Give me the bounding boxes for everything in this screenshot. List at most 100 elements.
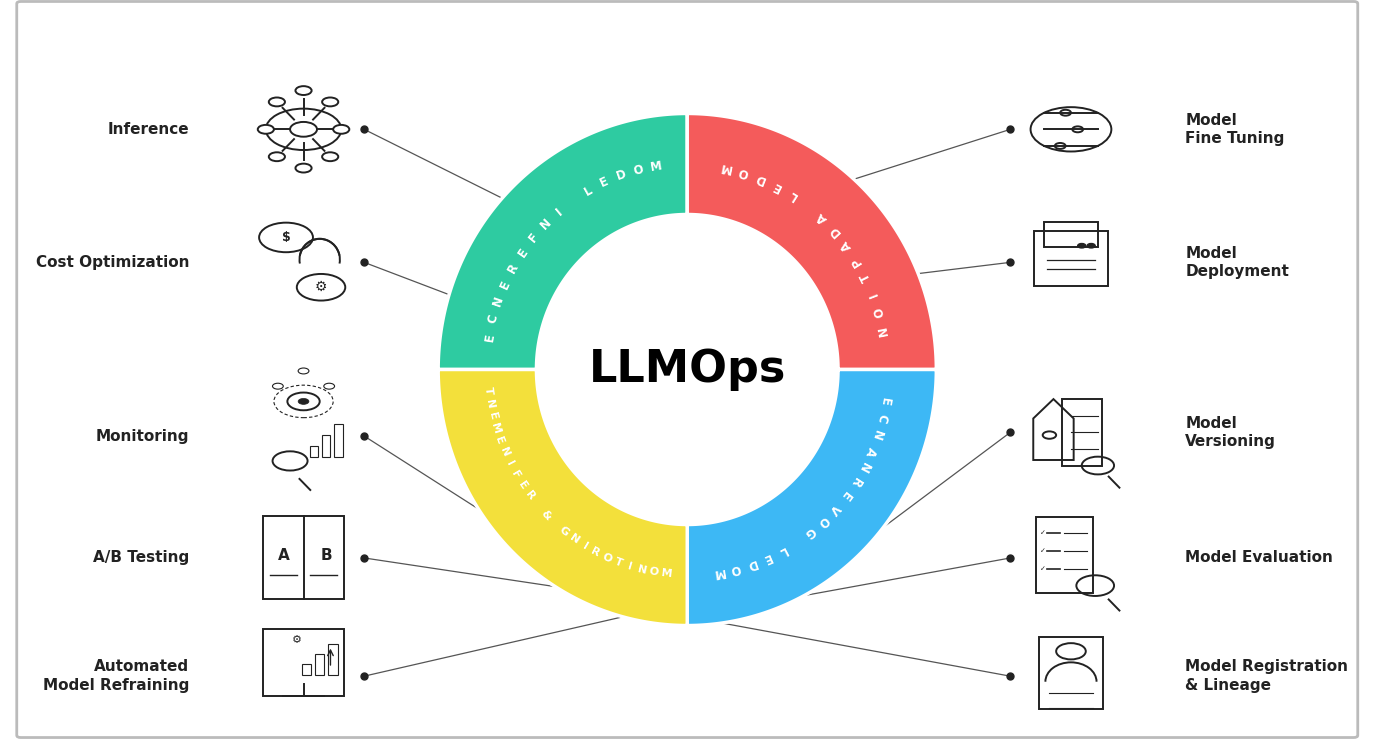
Text: I: I [554,205,565,218]
Circle shape [334,125,349,134]
Text: N: N [538,216,554,232]
Polygon shape [439,370,688,625]
Text: P: P [850,253,865,268]
Text: O: O [728,562,742,576]
Text: ✓: ✓ [1039,530,1046,536]
Text: A: A [277,548,289,563]
Text: M: M [649,159,663,174]
Text: A: A [864,444,879,458]
Text: T: T [483,386,494,395]
Text: LLMOps: LLMOps [588,348,786,391]
Circle shape [1042,432,1056,439]
Text: $: $ [282,231,291,244]
Text: N: N [498,446,511,458]
Text: I: I [504,460,515,468]
Text: D: D [614,168,628,183]
Text: D: D [745,556,757,572]
Text: R: R [505,261,522,275]
Text: E: E [837,488,853,503]
Text: R: R [590,546,602,559]
Text: N: N [876,324,891,336]
Text: &: & [538,508,552,522]
Text: Model
Deployment: Model Deployment [1186,245,1290,279]
Text: N: N [869,428,884,442]
Text: M: M [711,565,725,580]
Text: L: L [775,543,787,558]
Text: M: M [718,160,732,175]
Text: Inference: Inference [108,122,190,137]
Text: O: O [872,305,887,319]
Text: L: L [583,183,595,198]
Text: E: E [498,278,513,291]
Text: O: O [736,165,750,180]
Circle shape [1078,244,1086,248]
Ellipse shape [537,214,839,525]
Text: ⚙: ⚙ [314,280,327,294]
Text: Model Evaluation: Model Evaluation [1186,551,1333,565]
Circle shape [295,163,311,172]
Text: M: M [660,568,673,579]
Polygon shape [688,370,937,625]
Text: D: D [826,223,843,239]
Text: E: E [516,480,529,491]
Circle shape [298,368,309,374]
Text: ✓: ✓ [1039,566,1046,572]
Text: V: V [826,501,843,517]
Text: C: C [875,412,889,424]
Text: F: F [526,231,541,245]
Text: O: O [601,551,613,564]
Text: N: N [567,532,581,546]
Text: I: I [627,561,634,572]
Text: G: G [558,525,572,539]
Circle shape [268,98,285,106]
Text: O: O [632,163,645,178]
Text: E: E [760,551,772,565]
Text: G: G [801,524,818,540]
Polygon shape [439,114,688,370]
Circle shape [1055,143,1066,149]
Text: N: N [855,459,872,474]
Text: E: E [598,175,610,190]
Circle shape [298,398,309,404]
Text: A/B Testing: A/B Testing [93,551,190,565]
Text: Cost Optimization: Cost Optimization [36,255,190,270]
Circle shape [1060,110,1071,116]
Text: A: A [814,210,830,225]
Circle shape [322,152,338,161]
Circle shape [268,152,285,161]
Text: N: N [637,564,648,576]
Text: Automated
Model Refraining: Automated Model Refraining [43,659,190,693]
Text: E: E [515,245,530,259]
Text: I: I [866,290,880,299]
Text: Monitoring: Monitoring [95,429,190,443]
Text: T: T [858,270,873,284]
Text: E: E [494,435,505,446]
Text: E: E [483,333,497,342]
Text: Model
Fine Tuning: Model Fine Tuning [1186,112,1284,146]
Text: F: F [509,469,522,480]
Text: O: O [649,567,660,578]
Text: C: C [486,313,501,325]
Text: N: N [491,295,507,308]
Text: R: R [847,474,862,488]
Text: R: R [523,489,536,503]
Text: N: N [484,398,495,409]
Circle shape [324,384,335,389]
Text: M: M [490,422,502,435]
Text: T: T [613,556,624,568]
Text: L: L [786,188,800,202]
Circle shape [322,98,338,106]
Text: I: I [580,541,590,551]
Text: B: B [321,548,332,563]
Circle shape [1086,244,1095,248]
Text: ✓: ✓ [1039,548,1046,554]
Text: O: O [815,513,830,529]
Text: E: E [487,411,498,421]
Text: Model
Versioning: Model Versioning [1186,415,1276,449]
Circle shape [1073,126,1084,132]
Text: A: A [839,238,854,253]
Circle shape [295,86,311,95]
Polygon shape [688,114,937,370]
Text: D: D [753,171,767,186]
Text: E: E [877,397,891,406]
